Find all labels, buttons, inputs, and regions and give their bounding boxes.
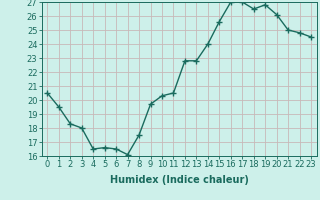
X-axis label: Humidex (Indice chaleur): Humidex (Indice chaleur) [110,175,249,185]
